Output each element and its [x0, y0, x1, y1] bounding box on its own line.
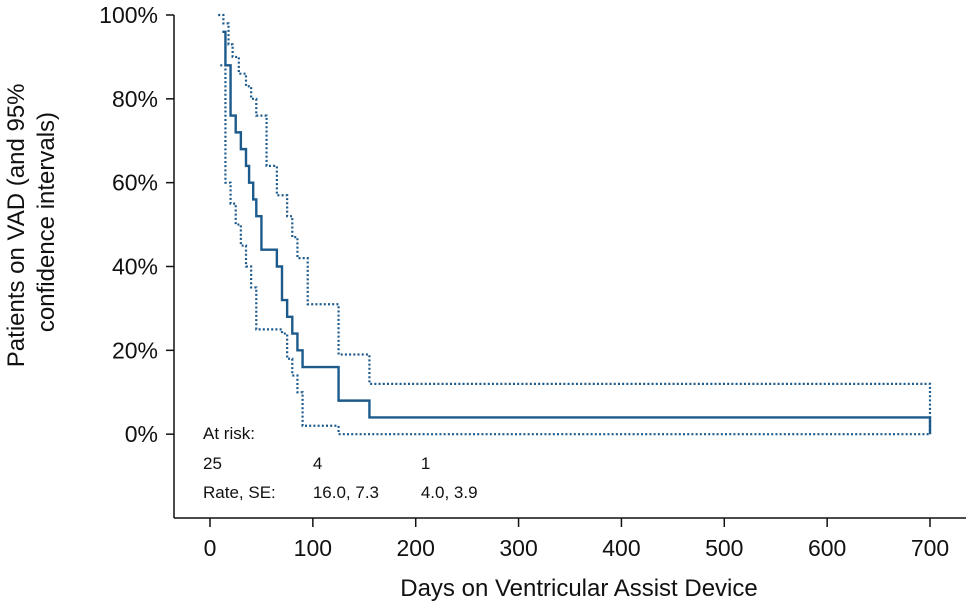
rate-se-value: 16.0, 7.3	[313, 483, 379, 502]
lower-ci-line	[220, 64, 930, 436]
upper-ci-line	[218, 13, 932, 435]
x-tick-label: 0	[204, 535, 217, 561]
x-tick-label: 100	[294, 535, 332, 561]
survival-estimate-line	[222, 30, 932, 435]
x-tick-label: 300	[499, 535, 537, 561]
x-tick-label: 500	[705, 535, 743, 561]
y-tick-label: 40%	[112, 254, 158, 280]
y-tick-label: 0%	[125, 421, 158, 447]
y-tick-label: 80%	[112, 86, 158, 112]
x-tick-label: 200	[397, 535, 435, 561]
y-axis-title-line-1: Patients on VAD (and 95%	[3, 83, 30, 367]
at-risk-value: 1	[421, 454, 430, 473]
y-axis-title: Patients on VAD (and 95% confidence inte…	[3, 77, 60, 367]
y-axis-title-line-2: confidence intervals)	[33, 112, 60, 332]
y-tick-label: 20%	[112, 337, 158, 363]
y-tick-label: 100%	[99, 2, 158, 28]
x-axis-title: Days on Ventricular Assist Device	[400, 575, 757, 602]
y-tick-label: 60%	[112, 170, 158, 196]
at-risk-value: 4	[313, 454, 322, 473]
x-tick-label: 700	[911, 535, 949, 561]
x-tick-label: 600	[808, 535, 846, 561]
rate-se-label: Rate, SE:	[203, 483, 276, 502]
at-risk-label: At risk:	[203, 424, 255, 443]
at-risk-value: 25	[203, 454, 222, 473]
rate-se-value: 4.0, 3.9	[421, 483, 478, 502]
x-tick-label: 400	[602, 535, 640, 561]
